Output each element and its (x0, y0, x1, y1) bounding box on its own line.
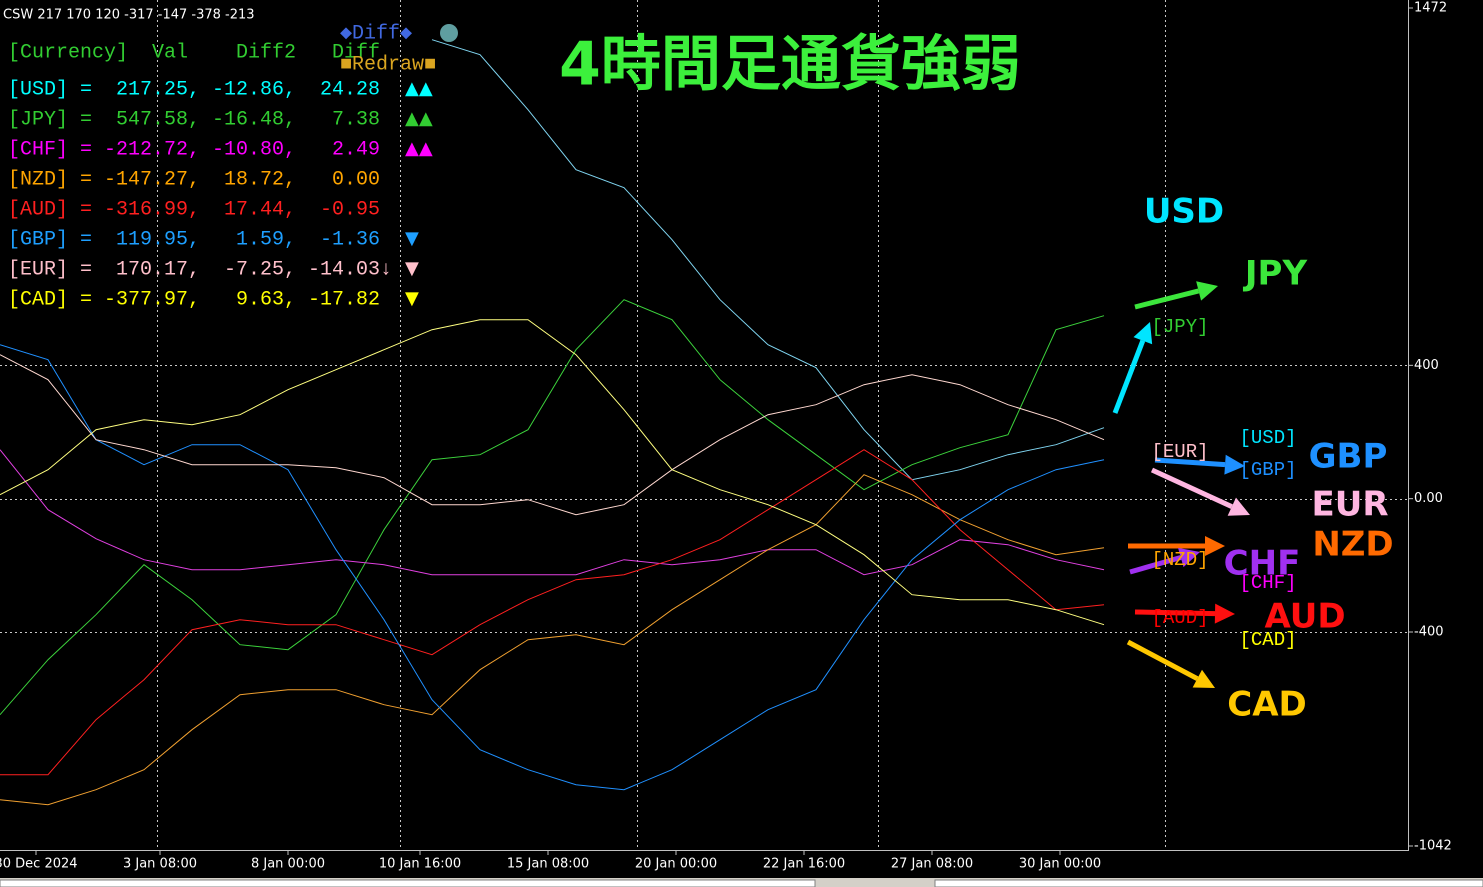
arrow-head (1227, 497, 1250, 516)
arrow-head (1214, 603, 1235, 624)
currency-row: [NZD] = -147.27, 18.72, 0.00 (8, 168, 380, 191)
end-label: [GBP] (1239, 459, 1296, 481)
series-line (0, 354, 1105, 516)
currency-label: GBP (1309, 437, 1388, 477)
arrow-shaft (1129, 555, 1182, 575)
currency-label: EUR (1311, 485, 1388, 525)
x-tick-label: 10 Jan 16:00 (379, 857, 461, 872)
tab[interactable] (934, 879, 1483, 887)
end-label: [CHF] (1239, 572, 1296, 594)
arrow-head (1178, 547, 1200, 568)
redraw-button: ■Redraw■ (340, 53, 436, 76)
indicator-label: CSW 217 170 120 -317 -147 -378 -213 (3, 8, 255, 23)
overlay: [JPY] [USD] [GBP] [EUR] [NZD] [CHF] [AUD] [CAD]… (3, 8, 1394, 725)
series-line (0, 319, 1105, 626)
currency-row: [JPY] = 547.58, -16.48, 7.38 (8, 108, 380, 131)
y-tick-label: 400 (1414, 358, 1439, 373)
currency-label: NZD (1312, 525, 1393, 565)
end-label: [AUD] (1151, 607, 1208, 629)
x-tick-label: 15 Jan 08:00 (507, 857, 589, 872)
currency-row: [CHF] = -212.72, -10.80, 2.49 (8, 138, 380, 161)
series-line (0, 449, 1105, 776)
end-label: [NZD] (1151, 549, 1208, 571)
x-tick-label: 22 Jan 16:00 (763, 857, 845, 872)
arrow-shaft (1154, 457, 1226, 468)
y-tick-label: 0.00 (1414, 491, 1443, 506)
y-tick-label: 1472 (1414, 1, 1447, 16)
series-line (431, 39, 1105, 481)
currency-label: JPY (1243, 254, 1308, 294)
x-tick-label: 20 Jan 00:00 (635, 857, 717, 872)
y-tick-label: -1042 (1414, 839, 1452, 854)
x-tick-label: 30 Jan 00:00 (1019, 857, 1101, 872)
signal: ▼ (405, 228, 419, 249)
end-label: [USD] (1239, 427, 1296, 449)
x-tick-label: 27 Jan 08:00 (891, 857, 973, 872)
x-tick-label: 30 Dec 2024 (0, 857, 78, 872)
arrow-head (1196, 281, 1218, 301)
signal: ▼ (405, 288, 419, 309)
arrow-shaft (1150, 467, 1233, 509)
diff-button: ◆Diff◆ (340, 22, 412, 45)
currency-label: CHF (1224, 544, 1301, 584)
arrow-head (1133, 322, 1153, 345)
panel-header: [Currency] Val Diff2 Diff (8, 41, 380, 64)
currency-row: [AUD] = -316.99, 17.44, -0.95 (8, 198, 380, 221)
arrow-head (1205, 536, 1225, 556)
arrow-head (1224, 454, 1245, 475)
series-line (0, 449, 1105, 576)
signal: ▲▲ (405, 108, 433, 129)
end-label: [JPY] (1151, 316, 1208, 338)
tab[interactable] (0, 879, 816, 887)
currency-row: [EUR] = 170.17, -7.25, -14.03↓ (8, 258, 392, 281)
currency-row: [USD] = 217.25, -12.86, 24.28 (8, 78, 380, 101)
currency-label: CAD (1227, 685, 1307, 725)
signal: ▲▲ (405, 78, 433, 99)
currency-label: AUD (1264, 597, 1345, 637)
currency-label: USD (1144, 192, 1224, 232)
status-dot (440, 24, 458, 42)
currency-row: [GBP] = 119.95, 1.59, -1.36 (8, 228, 380, 251)
arrow-shaft (1134, 609, 1216, 617)
arrow-shaft (1112, 339, 1146, 414)
lines (0, 39, 1105, 806)
signal: ▼ (405, 258, 419, 279)
x-tick-label: 8 Jan 00:00 (251, 857, 325, 872)
x-tick-label: 3 Jan 08:00 (123, 857, 197, 872)
arrow-shaft (1134, 288, 1200, 310)
series-line (0, 299, 1105, 716)
series-line (0, 474, 1105, 806)
signal: ▲▲ (405, 138, 433, 159)
currency-row: [CAD] = -377.97, 9.63, -17.82 (8, 288, 380, 311)
series-line (0, 344, 1105, 791)
chart-title: 4時間足通貨強弱 (559, 30, 1021, 100)
y-tick-label: -400 (1414, 625, 1444, 640)
arrow-head (1192, 669, 1215, 688)
end-label: [EUR] (1151, 441, 1208, 463)
end-label: [CAD] (1239, 629, 1296, 651)
arrow-shaft (1126, 639, 1199, 681)
grid: 1472 400 0.00 -400 -1042 30 Dec 2024 3 Jan 08:… (0, 0, 1452, 872)
